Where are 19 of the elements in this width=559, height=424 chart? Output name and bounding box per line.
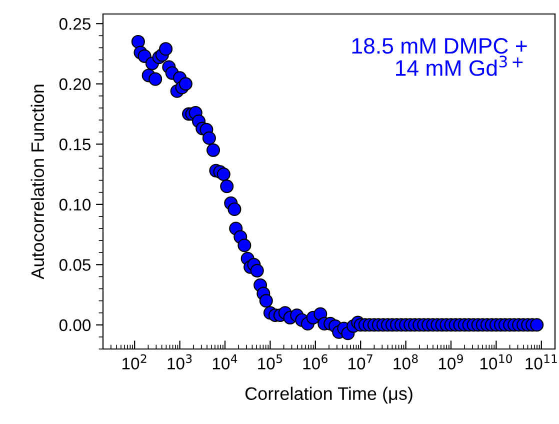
x-tick-label: 10$^{3}$	[168, 354, 192, 370]
x-tick-label: 10$^{4}$	[212, 354, 238, 370]
y-tick-label: 0.00	[59, 319, 91, 332]
x-tick-label: 10$^{2}$	[122, 354, 146, 370]
y-tick-label: 0.15	[59, 138, 90, 150]
y-tick-label: 0.10	[59, 198, 91, 211]
x-tick-label: 10$^{7}$	[348, 354, 372, 370]
y-axis-title: Autocorrelation Function	[30, 84, 44, 280]
x-tick-label: 10$^{8}$	[394, 354, 418, 370]
x-tick-label: 10$^{11}$	[526, 354, 557, 370]
x-tick-label: 10$^{9}$	[438, 354, 463, 370]
annotation: 18.5 mM DMPC + 14 mM Gd$^{3+}$	[352, 38, 527, 76]
x-tick-label: 10$^{5}$	[258, 354, 282, 370]
x-axis-title: Correlation Time (μs)	[245, 386, 412, 404]
y-tick-label: 0.25	[59, 18, 90, 30]
y-tick-label: 0.05	[59, 259, 90, 271]
x-tick-label: 10$^{10}$	[480, 354, 512, 370]
y-tick-label: 0.20	[59, 78, 91, 90]
x-tick-label: 10$^{6}$	[303, 354, 328, 370]
